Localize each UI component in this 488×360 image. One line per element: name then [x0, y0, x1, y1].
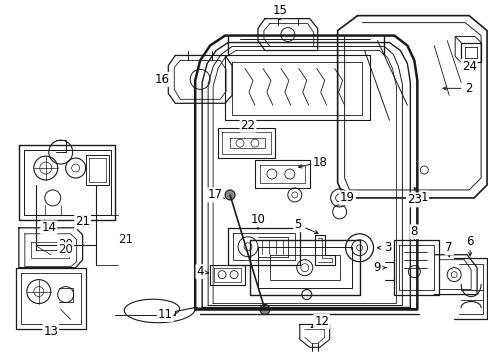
Text: 7: 7 — [445, 241, 452, 254]
Text: 20: 20 — [58, 238, 73, 251]
Text: 21: 21 — [75, 215, 90, 228]
Text: 21: 21 — [118, 233, 133, 246]
Text: 6: 6 — [466, 235, 473, 248]
Text: 23: 23 — [406, 193, 421, 206]
Text: 17: 17 — [207, 188, 222, 202]
Text: 4: 4 — [196, 265, 203, 278]
Circle shape — [260, 305, 269, 315]
Text: 24: 24 — [461, 60, 476, 73]
Text: 10: 10 — [250, 213, 265, 226]
Text: 2: 2 — [465, 82, 472, 95]
Text: 19: 19 — [340, 192, 354, 204]
Text: 18: 18 — [312, 156, 326, 168]
Text: 15: 15 — [272, 4, 287, 17]
Text: 13: 13 — [43, 325, 58, 338]
Text: 12: 12 — [314, 315, 328, 328]
Text: 16: 16 — [155, 73, 169, 86]
Text: 11: 11 — [158, 308, 172, 321]
Text: 9: 9 — [373, 261, 381, 274]
Text: 8: 8 — [410, 225, 417, 238]
Text: 3: 3 — [383, 241, 390, 254]
Text: 20: 20 — [58, 243, 73, 256]
Text: 1: 1 — [420, 192, 427, 204]
Text: 5: 5 — [293, 218, 301, 231]
Circle shape — [224, 190, 235, 200]
Text: 14: 14 — [41, 221, 56, 234]
Text: 22: 22 — [240, 119, 255, 132]
